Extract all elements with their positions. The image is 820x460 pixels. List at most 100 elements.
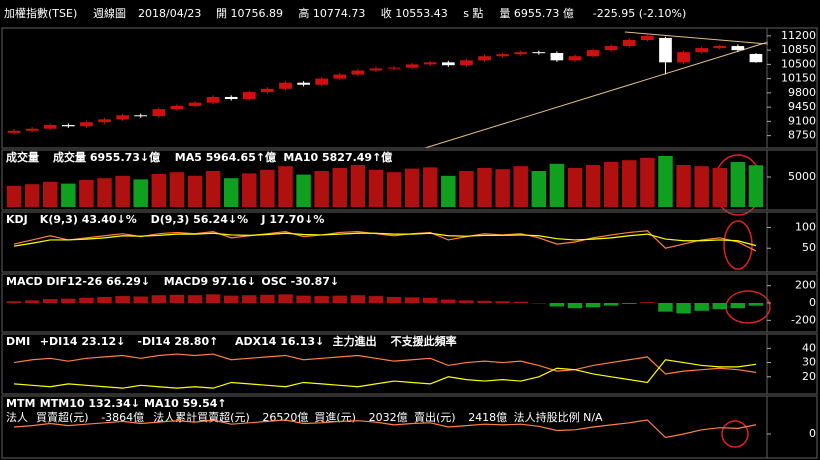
y-tick-label: 10500 [781,57,816,70]
volume-bar [694,166,709,207]
legend-item: 法人持股比例 N/A [514,410,603,424]
candle-body [224,96,238,99]
y-tick-label: 10150 [781,72,816,85]
volume-bar [115,175,130,207]
trend-line [624,31,769,45]
candle-body [677,52,690,63]
legend-item: MA10 5827.49↑億 [283,150,392,164]
candle-body [43,125,57,129]
osc-bar [6,301,22,303]
osc-bar [441,299,456,303]
volume-bar [242,173,257,207]
y-tick-label: -200 [791,313,816,326]
osc-bar [694,303,709,311]
osc-bar [748,303,764,306]
osc-bar [115,296,130,303]
candle-body [261,88,274,93]
volume-bar [585,165,601,207]
candle-body [188,102,202,106]
candle-body [532,52,546,54]
candle-body [460,60,473,66]
osc-bar [314,296,329,303]
annotation-circle [721,420,749,448]
panel-frame [1,211,818,273]
osc-bar [603,303,619,306]
volume-bar [712,168,727,207]
volume-bar [187,175,203,207]
volume-bar [223,178,239,207]
candle-body [405,64,419,68]
header-item: 週線圖 [93,6,126,20]
volume-bar [477,168,492,207]
legend-item: KDJ [6,213,28,226]
osc-bar [477,300,492,303]
volume-bar [332,168,347,207]
candle-body [622,39,636,47]
header-item: 2018/04/23 [138,7,201,20]
header-item: s 點 [463,7,483,20]
candle-body [98,119,111,123]
osc-bar [79,297,94,303]
volume-bar [368,169,384,207]
legend-item: MTM [6,397,35,410]
y-tick-label: 50 [802,241,816,254]
candle-body [134,115,148,117]
y-tick-label: 40 [802,341,816,354]
candle-body [315,78,328,85]
candle-body [586,50,600,57]
volume-bar [404,168,420,207]
candle-body [62,125,75,127]
candle-body [659,37,672,63]
legend-item: 成交量 6955.73↓億 [53,150,160,164]
candle-body [116,115,129,120]
header-item: 量 6955.73 億 [499,7,573,20]
panel-frame [1,333,818,395]
osc-bar [133,296,148,303]
osc-bar [513,301,528,303]
volume-bar [169,172,185,207]
volume-bar [622,160,637,207]
volume-bar [386,172,402,207]
legend-item: 法人 [6,410,28,424]
osc-bar [24,300,40,303]
legend-item: 賣出(元) [414,410,456,424]
volume-bar [603,162,619,207]
osc-bar [386,296,402,303]
series-line [13,353,757,375]
volume-bar [730,162,746,207]
panel-frame [1,149,818,211]
candle-body [478,56,491,61]
osc-bar [97,296,112,303]
legend-item: 主力進出 [333,334,377,348]
volume-bar [441,175,456,207]
candle-body [387,67,401,69]
y-tick-label: 200 [795,279,816,292]
volume-bar [513,166,528,207]
y-tick-label: 5000 [788,170,816,183]
osc-bar [423,297,438,303]
osc-bar [549,303,565,307]
legend-item: -DI14 28.80↑ [137,335,218,348]
osc-bar [404,297,420,303]
header-item: 高 10774.73 [298,6,365,20]
volume-bar [278,166,293,207]
panel-frame [1,395,818,459]
candle-body [514,52,528,55]
candle-body [695,48,708,53]
candle-body [80,122,93,127]
osc-bar [622,303,637,304]
osc-bar [730,303,746,309]
legend-item: 成交量 [6,150,39,164]
volume-bar [459,171,474,207]
osc-bar [187,295,203,303]
osc-bar [531,303,547,304]
y-tick-label: 8750 [788,129,816,142]
osc-bar [332,295,347,303]
volume-bar [640,157,655,207]
volume-bar [260,169,275,207]
volume-bar [314,171,329,207]
legend-item: 2418億 [468,411,507,424]
volume-bar [205,171,221,207]
legend-item: MACD9 97.16↓ [164,275,256,288]
osc-bar [712,303,727,310]
